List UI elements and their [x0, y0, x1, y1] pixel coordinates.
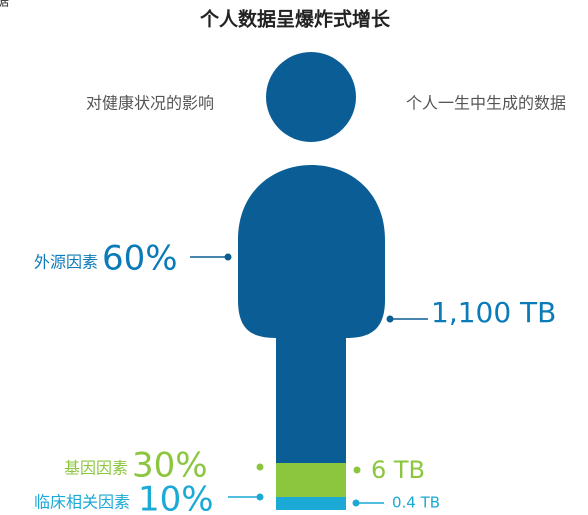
- left-heading: 对健康状况的影响: [86, 94, 214, 113]
- right-heading: 个人一生中生成的数据: [406, 94, 566, 113]
- head: [266, 52, 356, 142]
- clinical-segment: [276, 497, 346, 510]
- connector-dot: [386, 315, 394, 323]
- corner-fragment: 据: [0, 0, 9, 10]
- factor-name: 基因因素: [64, 459, 128, 478]
- factor-data: 1,100 TB: [431, 296, 556, 329]
- connector-dot: [224, 253, 232, 261]
- factor-share: 30%: [132, 446, 208, 486]
- connector-dot: [256, 493, 264, 501]
- factor-share: 10%: [138, 480, 214, 515]
- connector-dot: [353, 466, 361, 474]
- factor-data: 0.4 TB: [392, 494, 440, 512]
- genetic-segment: [276, 463, 346, 497]
- factor-share: 60%: [102, 239, 178, 279]
- title: 个人数据呈爆炸式增长: [199, 8, 391, 31]
- connector-dot: [352, 499, 360, 507]
- factor-data: 6 TB: [371, 456, 425, 484]
- body: [238, 165, 385, 463]
- factor-name: 外源因素: [34, 253, 98, 272]
- factor-name: 临床相关因素: [34, 493, 130, 512]
- connector-dot: [256, 463, 264, 471]
